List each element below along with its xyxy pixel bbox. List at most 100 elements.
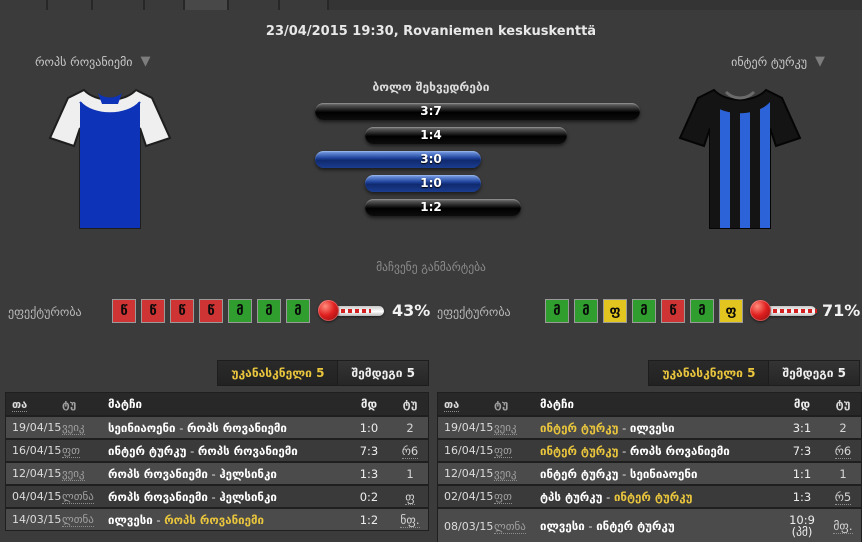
show-explanation-link[interactable]: მაჩვენე განმარტება: [376, 260, 486, 274]
match-score: 1:2: [359, 512, 379, 527]
tab-next-5[interactable]: შემდეგი 5: [769, 360, 860, 386]
match-row[interactable]: 12/04/15 ვეიკ ინტერ ტურკუ - სეინიაოენი 1:1 1: [438, 463, 861, 484]
match-round-label: ნფ.: [400, 512, 420, 528]
home-history-tabs: უკანასკნელი 5 შემდეგი 5: [217, 360, 429, 386]
match-score: 7:3: [359, 443, 379, 458]
team-name: ილვესი: [540, 519, 585, 533]
top-tab[interactable]: [145, 0, 185, 10]
top-tab-active[interactable]: [185, 0, 229, 10]
column-header-label: ტუ: [835, 397, 851, 411]
form-square-win: მ: [690, 299, 714, 323]
match-teams: ილვესი - როპს როვანიემი: [108, 513, 346, 527]
match-round-label: რ6: [401, 443, 419, 459]
thermometer-mercury: [773, 309, 817, 313]
match-round-label: მფ.: [833, 519, 853, 534]
match-score: 3:1: [792, 420, 812, 435]
top-tab[interactable]: [0, 0, 48, 10]
column-header: ტუ: [62, 398, 108, 411]
h2h-bars: 3:7 1:4 3:0 1:0 1:2: [315, 103, 647, 216]
match-row[interactable]: 02/04/15 ფთ ტპს ტურკუ - ინტერ ტურკუ 1:3 რ5: [438, 486, 861, 507]
tournament-abbr-label: ვეიკ: [494, 421, 517, 435]
form-square-win: მ: [574, 299, 598, 323]
match-row[interactable]: 04/04/15 ლთნა როპს როვანიემი - ჰელსინკი 0:2…: [6, 486, 428, 507]
match-round: რ5: [825, 489, 861, 505]
tournament-abbr-label: ლთნა: [62, 513, 94, 527]
match-round-label: რ5: [834, 489, 852, 505]
form-square-loss: წ: [661, 299, 685, 323]
match-round-label: 1: [839, 466, 847, 481]
match-row[interactable]: 08/03/15 ლთნა ილვესი - ინტერ ტურკუ 10:9 (პმ)…: [438, 509, 861, 542]
team-separator: -: [175, 420, 188, 435]
form-square-win: მ: [257, 299, 281, 323]
chevron-down-icon[interactable]: ▼: [815, 54, 825, 69]
team-separator: -: [207, 466, 220, 481]
match-row[interactable]: 14/03/15 ლთნა ილვესი - როპს როვანიემი 1:2 ნფ…: [6, 509, 428, 530]
tournament-abbr: ლთნა: [494, 519, 540, 534]
h2h-score: 3:7: [420, 104, 442, 118]
team-separator: -: [602, 489, 614, 504]
column-header: თა: [438, 397, 494, 412]
tournament-abbr: ვეიკ: [62, 421, 108, 435]
team-separator: -: [152, 512, 165, 527]
thermometer-tube: [331, 306, 384, 316]
form-square-draw: ფ: [719, 299, 743, 323]
match-round: რ6: [825, 443, 861, 459]
match-round: 1: [392, 467, 428, 481]
form-square-loss: წ: [141, 299, 165, 323]
match-row[interactable]: 12/04/15 ვეიკ როპს როვანიემი - ჰელსინკი 1:3…: [6, 463, 428, 484]
match-row[interactable]: 19/04/15 ვეიკ ინტერ ტურკუ - ილვესი 3:1 2: [438, 417, 861, 438]
form-square-win: მ: [228, 299, 252, 323]
home-team-selector[interactable]: როპს როვანიემი ▼: [35, 55, 150, 69]
away-thermometer: [750, 300, 817, 322]
match-teams: ინტერ ტურკუ - სეინიაოენი: [540, 467, 779, 481]
table-header-row: თა ტუ მატჩი მდ ტუ: [6, 393, 428, 415]
match-row[interactable]: 16/04/15 ფთ ინტერ ტურკუ - როპს როვანიემი 7:…: [6, 440, 428, 461]
chevron-down-icon[interactable]: ▼: [140, 54, 151, 69]
tournament-abbr: ვეიკ: [494, 467, 540, 481]
match-round-label: 2: [406, 420, 414, 435]
team-name: ტპს ტურკუ: [540, 489, 603, 504]
match-score: 1:3: [359, 466, 379, 481]
tab-next-5[interactable]: შემდეგი 5: [338, 360, 429, 386]
match-date: 08/03/15: [444, 519, 494, 533]
tournament-abbr: ლთნა: [62, 490, 108, 504]
tab-last-5[interactable]: უკანასკნელი 5: [217, 360, 339, 386]
team-name: ინტერ ტურკუ: [596, 519, 675, 533]
form-square-win: მ: [632, 299, 656, 323]
h2h-score: 1:4: [420, 128, 442, 142]
column-header: ტუ: [825, 397, 861, 411]
match-date: 16/04/15: [12, 444, 62, 457]
match-round: რ6: [392, 443, 428, 459]
match-date: 16/04/15: [444, 444, 494, 457]
column-header: ტუ: [494, 398, 540, 411]
team-name: როპს როვანიემი: [629, 443, 730, 458]
match-row[interactable]: 19/04/15 ვეიკ სეინიაოენი - როპს როვანიემი 1…: [6, 417, 428, 438]
team-separator: -: [186, 443, 198, 458]
match-teams: ილვესი - ინტერ ტურკუ: [540, 519, 779, 533]
match-date: 12/04/15: [12, 467, 62, 480]
away-team-selector[interactable]: ინტერ ტურკუ ▼: [731, 55, 825, 69]
top-tab-bar: [0, 0, 862, 10]
h2h-bar-row: 1:0: [315, 175, 647, 192]
column-header: თა: [6, 397, 62, 412]
top-tab[interactable]: [93, 0, 145, 10]
match-teams: ინტერ ტურკუ - როპს როვანიემი: [108, 444, 346, 458]
top-tab[interactable]: [48, 0, 93, 10]
top-tab[interactable]: [229, 0, 280, 10]
tournament-abbr-label: ფთ: [494, 444, 512, 458]
h2h-bar-row: 3:0: [315, 151, 647, 168]
home-effectiveness-pct: 43%: [392, 301, 431, 320]
match-row[interactable]: 16/04/15 ფთ ინტერ ტურკუ - როპს როვანიემი 7:…: [438, 440, 861, 461]
h2h-score: 1:2: [420, 200, 442, 214]
h2h-bar: [364, 127, 568, 144]
match-score: 7:3: [792, 443, 812, 458]
form-square-loss: წ: [170, 299, 194, 323]
column-header-label: მატჩი: [540, 397, 574, 411]
match-date: 19/04/15: [444, 421, 494, 434]
tab-last-5[interactable]: უკანასკნელი 5: [648, 360, 770, 386]
team-name: როპს როვანიემი: [108, 466, 208, 481]
tournament-abbr-label: ფთ: [62, 444, 80, 458]
h2h-title: ბოლო შეხვედრები: [372, 80, 490, 94]
top-tab[interactable]: [280, 0, 329, 10]
